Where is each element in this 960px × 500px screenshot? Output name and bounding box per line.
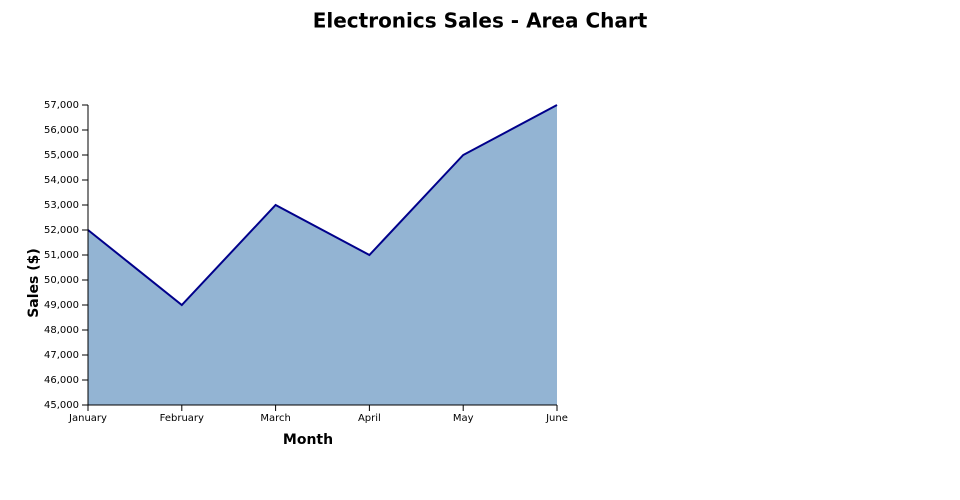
y-tick-label: 49,000 (44, 300, 79, 311)
y-tick-label: 55,000 (44, 150, 79, 161)
y-tick-label: 47,000 (44, 350, 79, 361)
y-tick-label: 54,000 (44, 175, 79, 186)
x-axis-title: Month (283, 432, 333, 448)
x-tick-label: February (160, 413, 204, 424)
y-tick-label: 50,000 (44, 275, 79, 286)
y-tick-label: 56,000 (44, 125, 79, 136)
y-tick-label: 53,000 (44, 200, 79, 211)
chart-title: Electronics Sales - Area Chart (313, 9, 648, 33)
y-tick-label: 52,000 (44, 225, 79, 236)
y-tick-label: 46,000 (44, 375, 79, 386)
area (88, 105, 557, 405)
x-tick-label: May (453, 413, 474, 424)
y-tick-label: 48,000 (44, 325, 79, 336)
x-tick-label: March (260, 413, 290, 424)
x-tick-label: June (545, 413, 568, 424)
x-tick-label: April (358, 413, 381, 424)
y-tick-label: 57,000 (44, 100, 79, 111)
y-tick-label: 45,000 (44, 400, 79, 411)
y-tick-label: 51,000 (44, 250, 79, 261)
y-axis-title: Sales ($) (26, 248, 42, 318)
line (87, 104, 558, 307)
x-tick-label: January (68, 413, 107, 424)
